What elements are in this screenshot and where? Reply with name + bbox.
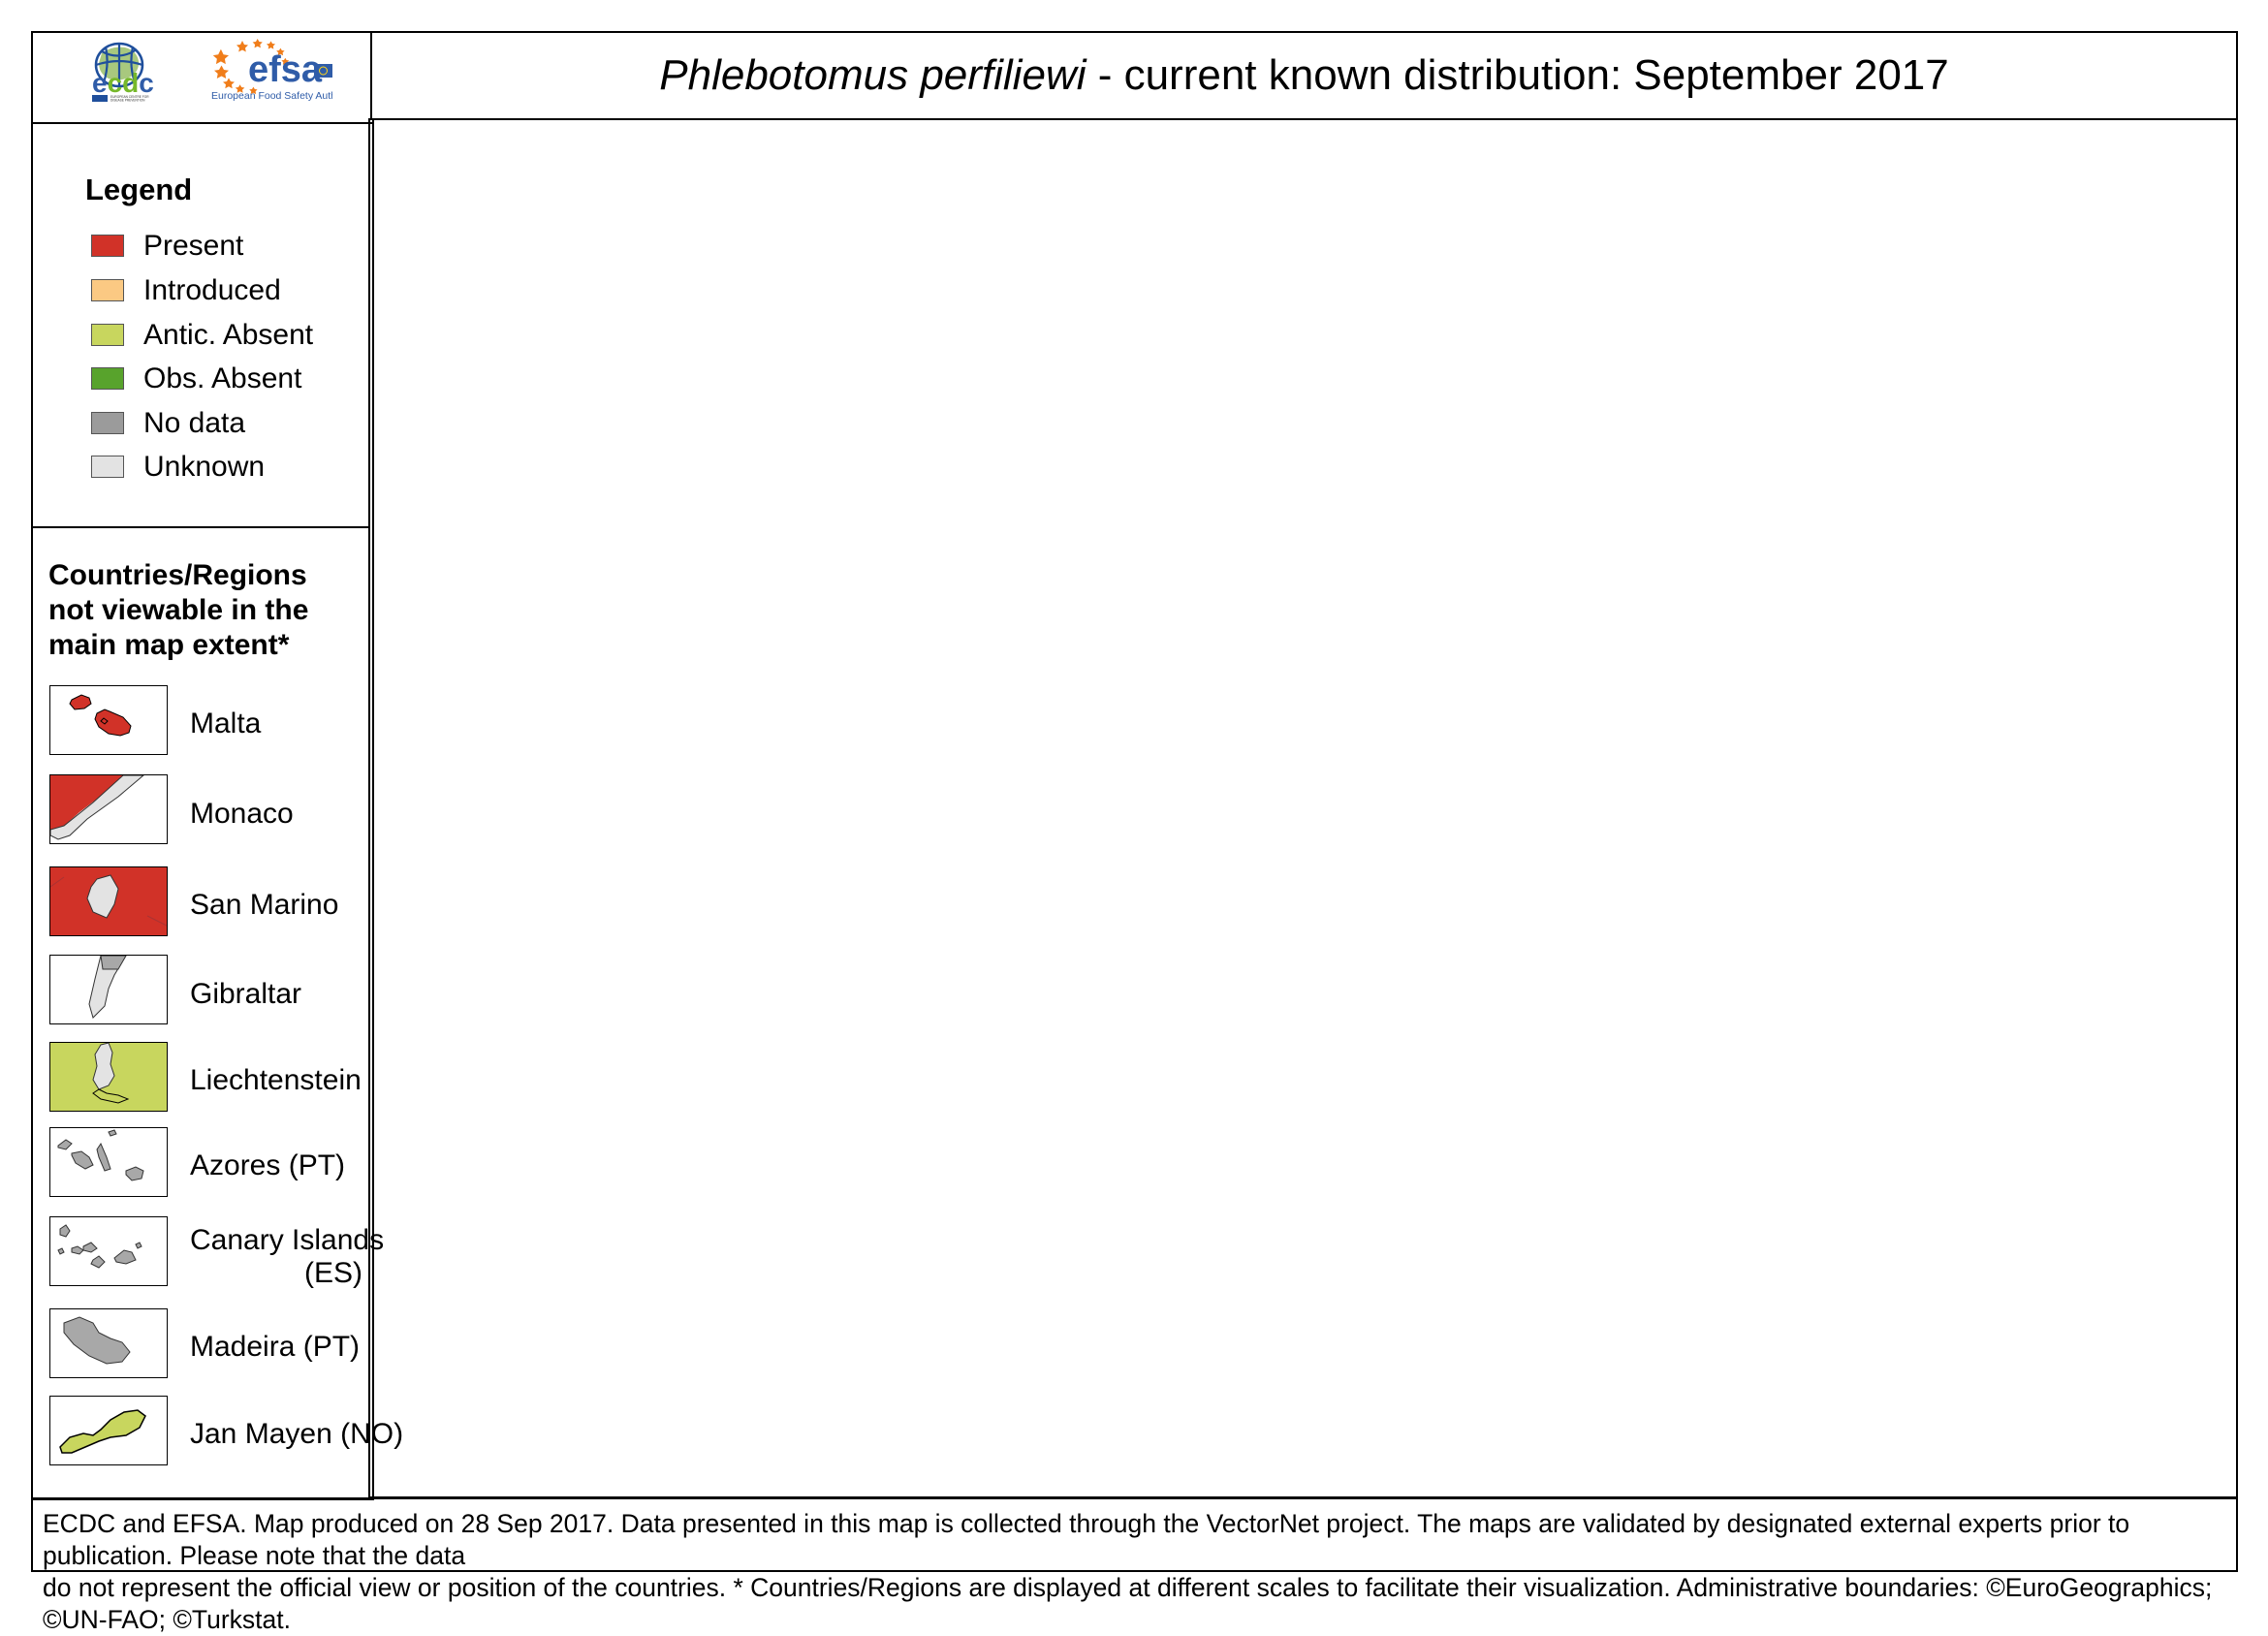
svg-text:ecdc: ecdc	[92, 68, 154, 98]
svg-text:DISEASE PREVENTION: DISEASE PREVENTION	[110, 99, 145, 103]
svg-text:efsa: efsa	[248, 49, 323, 90]
svg-text:European Food Safety Authority: European Food Safety Authority	[211, 90, 332, 102]
svg-text:EUROPEAN CENTRE FOR: EUROPEAN CENTRE FOR	[110, 95, 149, 99]
